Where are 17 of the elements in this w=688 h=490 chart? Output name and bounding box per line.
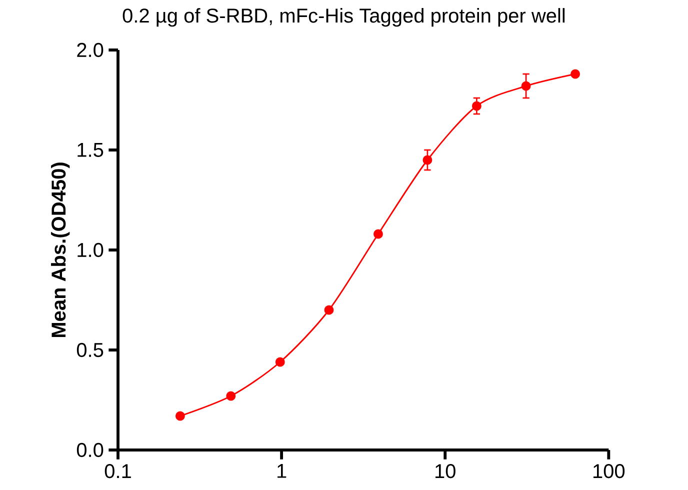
y-tick-label: 0.0 bbox=[76, 442, 104, 458]
x-tick-label: 1 bbox=[278, 464, 286, 478]
chart-title: 0.2 µg of S-RBD, mFc-His Tagged protein per well bbox=[122, 8, 565, 27]
point bbox=[373, 229, 383, 239]
x-tick-label: 10 bbox=[436, 464, 456, 478]
point bbox=[570, 69, 580, 79]
point bbox=[226, 391, 236, 401]
point bbox=[324, 305, 334, 315]
point bbox=[275, 357, 285, 367]
y-axis-title: Mean Abs.(OD450) bbox=[51, 162, 70, 338]
y-tick-label: 0.5 bbox=[76, 342, 104, 358]
y-tick-label: 1.0 bbox=[78, 242, 104, 258]
point bbox=[175, 411, 185, 421]
x-tick-label: 0.1 bbox=[104, 464, 131, 478]
y-tick-label: 2.0 bbox=[77, 42, 104, 58]
x-tick-label: 100 bbox=[594, 464, 625, 478]
y-tick-label: 1.5 bbox=[78, 143, 104, 157]
